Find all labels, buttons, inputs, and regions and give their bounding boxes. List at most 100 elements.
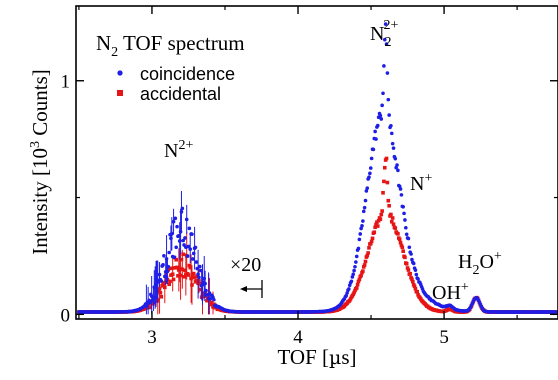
data-point-coincidence [157, 272, 162, 277]
data-point-accidental [378, 217, 383, 221]
data-point-coincidence [353, 264, 357, 269]
data-point-coincidence [365, 186, 370, 190]
data-point-coincidence [351, 272, 356, 277]
data-point-accidental [359, 273, 363, 278]
data-point-coincidence [396, 168, 400, 173]
data-point-coincidence [374, 137, 378, 141]
data-point-accidental [148, 305, 152, 310]
data-point-coincidence [162, 253, 166, 258]
data-point-accidental [389, 212, 393, 217]
data-point-coincidence [371, 147, 376, 152]
data-point-coincidence [185, 254, 190, 258]
data-point-accidental [390, 216, 395, 220]
data-point-accidental [181, 252, 186, 257]
legend-marker-accidental [117, 90, 123, 96]
data-point-accidental [174, 257, 178, 262]
data-point-coincidence [383, 22, 388, 26]
data-point-accidental [411, 279, 415, 284]
data-point-accidental [386, 198, 391, 203]
data-point-accidental [162, 282, 166, 287]
data-point-coincidence [403, 218, 407, 222]
data-point-coincidence [406, 236, 411, 241]
data-point-coincidence [553, 310, 558, 314]
data-point-accidental [183, 268, 187, 273]
data-point-accidental [207, 298, 212, 303]
plot-frame [75, 5, 558, 320]
series-accidental [77, 156, 558, 315]
data-point-accidental [186, 273, 191, 277]
data-point-accidental [398, 240, 403, 245]
data-point-accidental [177, 266, 182, 271]
annotation-n-plus: N+ [410, 171, 432, 195]
data-point-accidental [370, 236, 375, 241]
data-point-coincidence [191, 257, 195, 261]
data-point-accidental [191, 271, 196, 276]
data-point-accidental [159, 294, 164, 299]
data-point-coincidence [395, 163, 399, 167]
data-point-coincidence [144, 304, 149, 308]
data-point-coincidence [361, 219, 365, 223]
data-point-coincidence [386, 97, 391, 102]
data-point-coincidence [159, 279, 164, 283]
data-point-accidental [190, 283, 194, 287]
data-point-coincidence [373, 129, 377, 134]
data-point-coincidence [212, 297, 216, 302]
data-point-coincidence [363, 198, 368, 203]
data-point-accidental [192, 275, 197, 280]
data-point-accidental [391, 222, 396, 227]
data-point-accidental [170, 266, 174, 271]
data-point-coincidence [179, 210, 184, 214]
data-point-coincidence [356, 246, 361, 251]
data-point-accidental [385, 180, 390, 185]
data-points-layer [77, 22, 558, 315]
data-point-coincidence [188, 247, 193, 251]
x-tick-label: 3 [147, 327, 157, 348]
data-point-accidental [180, 267, 185, 272]
data-point-accidental [415, 290, 419, 294]
data-point-coincidence [167, 250, 171, 255]
data-point-coincidence [390, 141, 395, 146]
data-point-coincidence [385, 71, 390, 75]
data-point-coincidence [381, 91, 385, 96]
data-point-coincidence [180, 206, 185, 211]
data-point-coincidence [391, 146, 396, 150]
data-point-accidental [368, 241, 373, 246]
annotation-scale-x20: ×20 [230, 254, 261, 276]
data-point-accidental [163, 285, 167, 290]
data-point-accidental [356, 279, 361, 284]
y-axis-label: Intensity [103 Counts] [28, 69, 52, 255]
data-point-coincidence [172, 255, 177, 260]
data-point-accidental [400, 245, 405, 250]
data-point-coincidence [358, 232, 363, 236]
data-point-accidental [167, 282, 171, 287]
data-point-coincidence [184, 217, 189, 222]
data-point-accidental [404, 262, 409, 266]
data-point-coincidence [349, 279, 354, 284]
data-point-coincidence [407, 245, 412, 250]
x-axis-label: TOF [µs] [277, 345, 356, 369]
data-point-coincidence [165, 269, 170, 274]
data-point-accidental [367, 246, 371, 250]
data-point-coincidence [197, 275, 201, 280]
data-point-coincidence [414, 272, 419, 277]
x-tick-label: 4 [293, 327, 303, 348]
data-point-accidental [362, 263, 367, 267]
data-point-coincidence [404, 225, 408, 230]
data-point-coincidence [203, 281, 207, 286]
data-point-coincidence [183, 236, 187, 240]
data-point-accidental [357, 277, 362, 282]
data-point-coincidence [393, 156, 398, 161]
data-point-accidental [406, 268, 411, 272]
data-point-coincidence [174, 245, 178, 250]
data-point-accidental [393, 226, 398, 230]
data-point-coincidence [175, 224, 179, 229]
data-point-accidental [389, 219, 394, 224]
data-point-accidental [379, 212, 384, 217]
data-point-coincidence [389, 131, 394, 136]
data-point-accidental [352, 290, 356, 295]
data-point-accidental [399, 243, 404, 248]
data-point-coincidence [148, 300, 152, 305]
data-point-accidental [157, 287, 162, 291]
data-point-accidental [405, 266, 410, 270]
data-point-accidental [408, 271, 412, 276]
